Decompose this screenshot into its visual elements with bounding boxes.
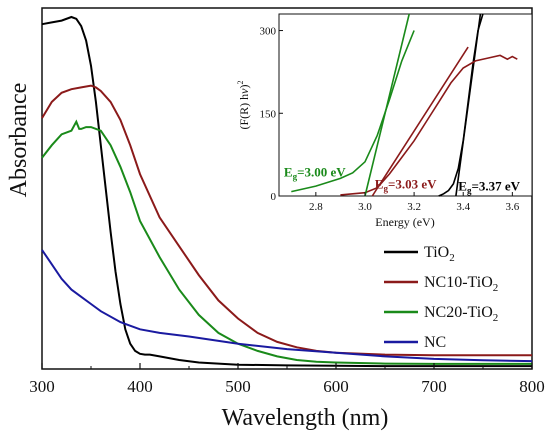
x-tick-label: 500 [225,377,251,396]
inset-x-tick-label: 3.6 [505,201,519,213]
x-axis-label: Wavelength (nm) [222,405,389,431]
inset-x-axis-label: Energy (eV) [375,215,434,229]
band-gap-annotation: Eg=3.37 eV [458,178,520,195]
y-axis-label: Absorbance [6,83,32,198]
main-x-ticks: 300 400 500 600 700 800 [29,363,545,396]
inset-x-tick-label: 3.0 [358,201,372,213]
x-tick-label: 300 [29,377,55,396]
legend-label: TiO2 [424,244,455,264]
inset-y-tick-label: 0 [271,191,277,203]
legend-label: NC20-TiO2 [424,304,498,324]
inset-y-label-part1: (F(R) h [237,94,251,130]
inset-line-nc10-tio2-fit [371,46,469,197]
inset-y-label-paren: ) [237,85,251,89]
inset-line-nc20-tio2-fit [364,13,410,197]
inset-y-axis-label: (F(R) hν)2 [236,81,251,130]
inset-plot-frame [278,13,533,197]
inset-line-nc10-tio2 [340,54,518,196]
legend: TiO2 NC10-TiO2 NC20-TiO2 NC [384,244,498,351]
inset-y-label-nu: ν [237,88,251,94]
inset-y-tick-label: 300 [260,26,277,38]
inset-x-tick-label: 2.8 [309,201,323,213]
series-line-nc20-tio2 [41,119,532,365]
inset-series-group [291,13,518,197]
x-tick-label: 600 [323,377,349,396]
band-gap-annotation: Eg=3.00 eV [284,165,346,182]
inset-line-nc20-tio2 [291,30,415,193]
x-tick-label: 400 [127,377,153,396]
inset-ticks: 2.8 3.0 3.2 3.4 3.6 0 150 300 [260,26,520,213]
inset-line-tio2-fit [455,13,482,197]
x-tick-label: 700 [421,377,447,396]
series-line-nc [41,249,533,363]
series-line-tio2 [41,15,532,368]
inset-x-tick-label: 3.2 [407,201,421,213]
inset-y-label-sup: 2 [236,81,245,85]
inset-annotations: Eg=3.00 eV Eg=3.03 eV Eg=3.37 eV [284,165,521,196]
inset-x-tick-label: 3.4 [456,201,470,213]
legend-label: NC [424,334,446,351]
main-series-group [41,15,533,368]
inset-y-tick-label: 150 [260,108,277,120]
legend-label: NC10-TiO2 [424,274,498,294]
band-gap-annotation: Eg=3.03 eV [375,176,437,193]
x-tick-label: 800 [519,377,545,396]
